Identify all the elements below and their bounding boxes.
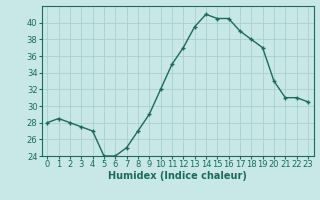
X-axis label: Humidex (Indice chaleur): Humidex (Indice chaleur) xyxy=(108,171,247,181)
